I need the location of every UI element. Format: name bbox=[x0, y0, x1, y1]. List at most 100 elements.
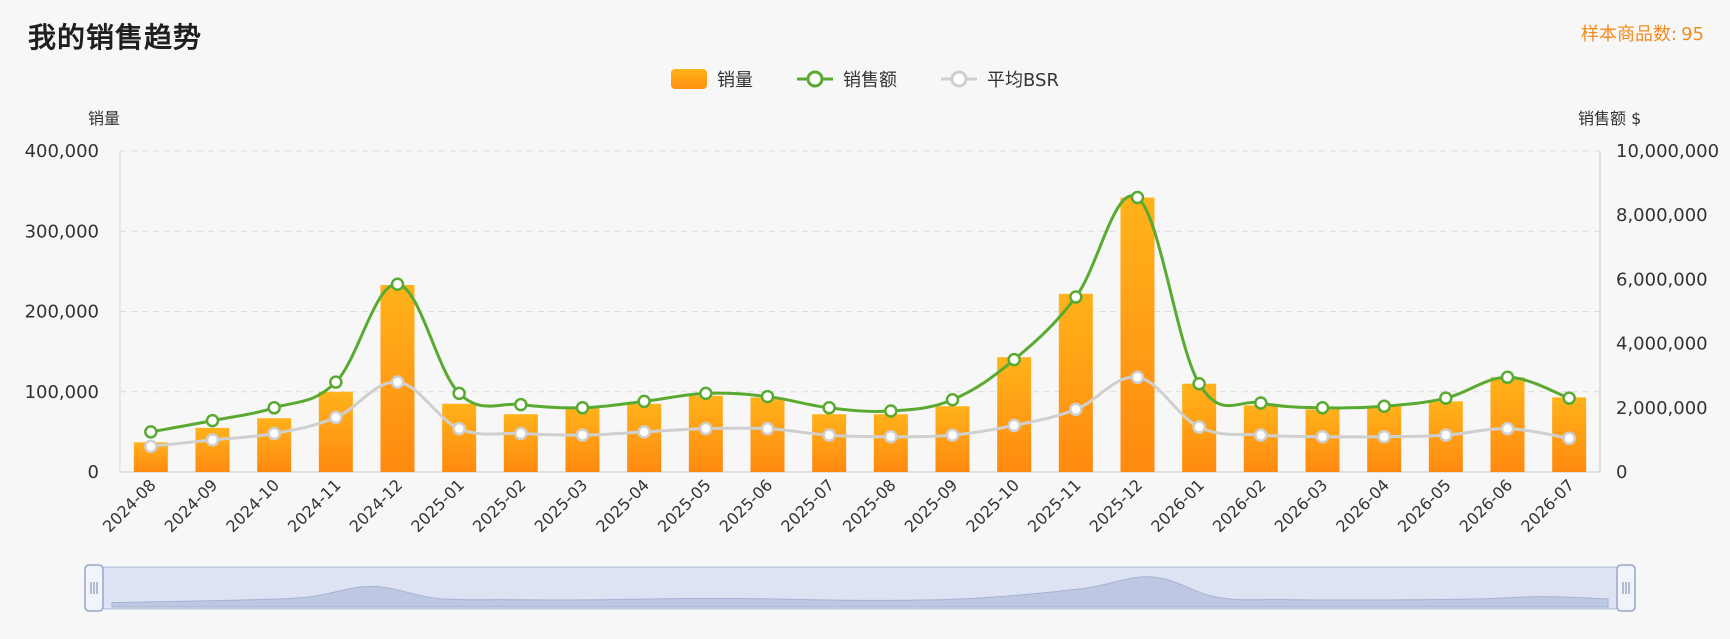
avg-bsr-point bbox=[822, 428, 836, 442]
x-tick-label: 2024-08 bbox=[99, 475, 160, 536]
y-right-tick-label: 6,000,000 bbox=[1616, 269, 1708, 290]
sales-amount-point bbox=[884, 404, 898, 418]
avg-bsr-point bbox=[884, 429, 898, 444]
bar-sales-volume bbox=[1120, 197, 1155, 473]
sample-count-label: 样本商品数: 95 bbox=[1581, 20, 1704, 46]
zoom-handle-right[interactable] bbox=[1616, 564, 1636, 612]
x-tick-label: 2026-07 bbox=[1517, 475, 1578, 536]
avg-bsr-point bbox=[390, 375, 405, 389]
avg-bsr-point bbox=[1377, 429, 1391, 444]
data-zoom-slider[interactable] bbox=[84, 564, 1636, 612]
y-left-tick-label: 0 bbox=[88, 462, 99, 483]
sales-amount-point bbox=[390, 277, 405, 291]
sales-amount-point bbox=[452, 386, 466, 401]
sales-amount-point bbox=[267, 401, 281, 415]
x-tick-label: 2026-02 bbox=[1209, 475, 1270, 536]
sales-amount-point bbox=[1562, 391, 1576, 405]
bar-sales-volume bbox=[257, 418, 292, 472]
bar-sales-volume bbox=[812, 414, 847, 472]
avg-bsr-point bbox=[1007, 418, 1021, 433]
x-tick-label: 2025-11 bbox=[1024, 475, 1085, 536]
y-right-tick-label: 0 bbox=[1616, 462, 1627, 483]
bar-sales-volume bbox=[318, 391, 353, 472]
sales-amount-point bbox=[1500, 370, 1515, 385]
sales-amount-point bbox=[205, 413, 220, 428]
sales-amount-point bbox=[945, 393, 960, 407]
sales-amount-point bbox=[1130, 190, 1145, 205]
x-tick-label: 2026-06 bbox=[1456, 475, 1517, 536]
avg-bsr-point bbox=[1500, 421, 1515, 436]
page-title: 我的销售趋势 bbox=[28, 21, 203, 54]
x-tick-label: 2024-10 bbox=[222, 475, 283, 536]
y-right-tick-label: 2,000,000 bbox=[1616, 398, 1708, 419]
x-tick-label: 2024-09 bbox=[161, 475, 222, 536]
avg-bsr-point bbox=[575, 428, 590, 442]
legend-item-avg-bsr[interactable]: 平均BSR bbox=[941, 66, 1059, 92]
legend-label: 平均BSR bbox=[987, 70, 1059, 91]
avg-bsr-point bbox=[760, 421, 775, 436]
avg-bsr-point bbox=[1192, 420, 1206, 434]
x-tick-label: 2024-12 bbox=[346, 475, 407, 536]
y-left-axis-title: 销量 bbox=[88, 109, 120, 128]
sales-amount-point bbox=[637, 394, 651, 409]
x-tick-label: 2025-03 bbox=[531, 475, 592, 536]
avg-bsr-point bbox=[699, 421, 713, 436]
legend-item-sales-amount[interactable]: 销售额 bbox=[797, 66, 897, 92]
x-tick-label: 2025-10 bbox=[962, 475, 1023, 536]
sales-amount-point bbox=[1007, 352, 1021, 367]
sales-amount-point bbox=[575, 401, 590, 415]
chart-legend: 销量 销售额 平均BSR bbox=[0, 66, 1730, 92]
line-circle-icon bbox=[941, 70, 978, 88]
avg-bsr-point bbox=[205, 433, 220, 447]
sales-amount-point bbox=[144, 425, 158, 439]
sample-count-value: 95 bbox=[1681, 24, 1704, 45]
avg-bsr-point bbox=[329, 410, 343, 425]
x-tick-label: 2025-04 bbox=[592, 475, 653, 536]
sales-amount-point bbox=[1069, 290, 1083, 304]
avg-bsr-point bbox=[267, 426, 281, 441]
avg-bsr-point bbox=[1254, 428, 1268, 442]
sales-amount-point bbox=[1192, 376, 1206, 391]
zoom-preview-area bbox=[111, 576, 1609, 608]
x-tick-label: 2025-07 bbox=[777, 475, 838, 536]
avg-bsr-point bbox=[144, 439, 158, 454]
y-left-tick-label: 300,000 bbox=[25, 221, 99, 242]
legend-label: 销量 bbox=[717, 70, 754, 91]
x-tick-label: 2026-05 bbox=[1394, 475, 1455, 536]
avg-bsr-point bbox=[1069, 402, 1083, 417]
bar-sales-volume bbox=[1058, 293, 1093, 472]
sales-amount-point bbox=[514, 397, 528, 412]
x-tick-label: 2026-04 bbox=[1332, 475, 1393, 536]
sales-amount-point bbox=[760, 389, 775, 404]
avg-bsr-point bbox=[945, 428, 960, 442]
avg-bsr-point bbox=[1562, 431, 1576, 446]
x-tick-label: 2026-03 bbox=[1271, 475, 1332, 536]
x-tick-label: 2025-02 bbox=[469, 475, 530, 536]
x-tick-label: 2025-09 bbox=[901, 475, 962, 536]
bar-swatch-icon bbox=[671, 69, 708, 89]
avg-bsr-point bbox=[514, 426, 528, 441]
sales-amount-point bbox=[1254, 396, 1268, 410]
sales-amount-point bbox=[1439, 391, 1453, 405]
x-tick-label: 2025-06 bbox=[716, 475, 777, 536]
y-left-tick-label: 200,000 bbox=[25, 302, 99, 323]
y-right-tick-label: 10,000,000 bbox=[1616, 141, 1719, 162]
sales-amount-point bbox=[1315, 401, 1330, 415]
avg-bsr-point bbox=[1130, 370, 1145, 385]
y-right-axis-title: 销售额 $ bbox=[1578, 109, 1641, 128]
bar-sales-volume bbox=[442, 403, 477, 472]
x-tick-label: 2025-12 bbox=[1086, 475, 1147, 536]
x-tick-label: 2025-01 bbox=[407, 475, 468, 536]
zoom-handle-left[interactable] bbox=[84, 564, 104, 612]
bar-sales-volume bbox=[503, 414, 538, 472]
y-right-tick-label: 4,000,000 bbox=[1616, 334, 1708, 355]
sales-amount-point bbox=[699, 386, 713, 401]
sales-amount-point bbox=[329, 375, 343, 389]
line-circle-icon bbox=[797, 70, 834, 88]
x-tick-label: 2026-01 bbox=[1147, 475, 1208, 536]
y-left-tick-label: 100,000 bbox=[25, 382, 99, 403]
legend-item-sales-volume[interactable]: 销量 bbox=[671, 66, 753, 92]
x-tick-label: 2024-11 bbox=[284, 475, 345, 536]
y-right-tick-label: 8,000,000 bbox=[1616, 205, 1708, 226]
